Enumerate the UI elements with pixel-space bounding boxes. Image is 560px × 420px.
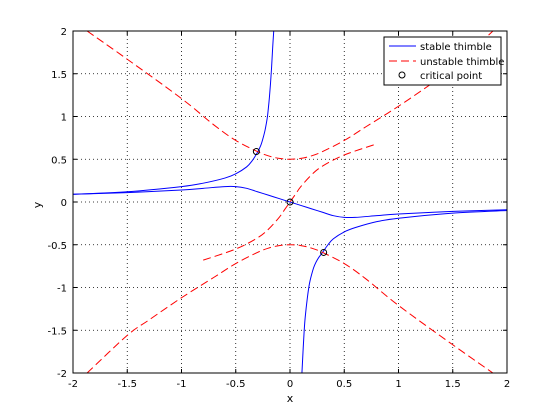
y-tick-label: 1 xyxy=(61,113,67,124)
critical-point-marker xyxy=(320,248,328,256)
x-tick-label: -2 xyxy=(68,379,78,390)
y-tick-label: 2 xyxy=(61,27,67,38)
critical-point-marker xyxy=(286,198,294,206)
x-tick-label: -1 xyxy=(177,379,187,390)
y-tick-label: 0 xyxy=(61,198,67,209)
y-tick-label: 1.5 xyxy=(51,70,67,81)
x-tick-label: -1.5 xyxy=(117,379,137,390)
axis-ticks: -2 -1.5 -1 -0.5 0 0.5 1 1.5 2 -2 -1.5 -1 -0.5 0 0.5 1 1.… xyxy=(47,27,510,390)
y-tick-label: -1 xyxy=(57,284,67,295)
stable-thimble-curve-0 xyxy=(73,185,507,219)
critical-point-marker xyxy=(252,148,260,156)
series-layer xyxy=(73,31,507,373)
legend-label-unstable: unstable thimble xyxy=(420,57,504,68)
unstable-thimble-curve-5 xyxy=(203,143,377,261)
x-axis-label: x xyxy=(287,392,294,405)
critical-points-layer xyxy=(252,148,328,256)
x-tick-label: 1 xyxy=(395,379,401,390)
y-tick-label: -2 xyxy=(57,369,67,380)
legend-label-stable: stable thimble xyxy=(420,42,492,53)
y-tick-label: -1.5 xyxy=(47,326,67,337)
x-tick-label: 1.5 xyxy=(445,379,461,390)
stable-thimble-curve-2 xyxy=(301,210,507,373)
x-tick-label: 0 xyxy=(287,379,293,390)
x-tick-label: 0.5 xyxy=(336,379,352,390)
stable-thimble-curve-1 xyxy=(73,31,275,195)
legend-label-critical: critical point xyxy=(420,71,482,82)
unstable-thimble-curve-3 xyxy=(86,31,494,160)
y-tick-label: -0.5 xyxy=(47,241,67,252)
y-axis-label: y xyxy=(31,201,44,208)
y-tick-label: 0.5 xyxy=(51,155,67,166)
legend-box xyxy=(383,36,502,86)
legend-swatch-critical xyxy=(398,71,406,79)
legend: stable thimble unstable thimble critical… xyxy=(383,36,504,86)
x-tick-label: 2 xyxy=(504,379,510,390)
x-tick-label: -0.5 xyxy=(226,379,246,390)
